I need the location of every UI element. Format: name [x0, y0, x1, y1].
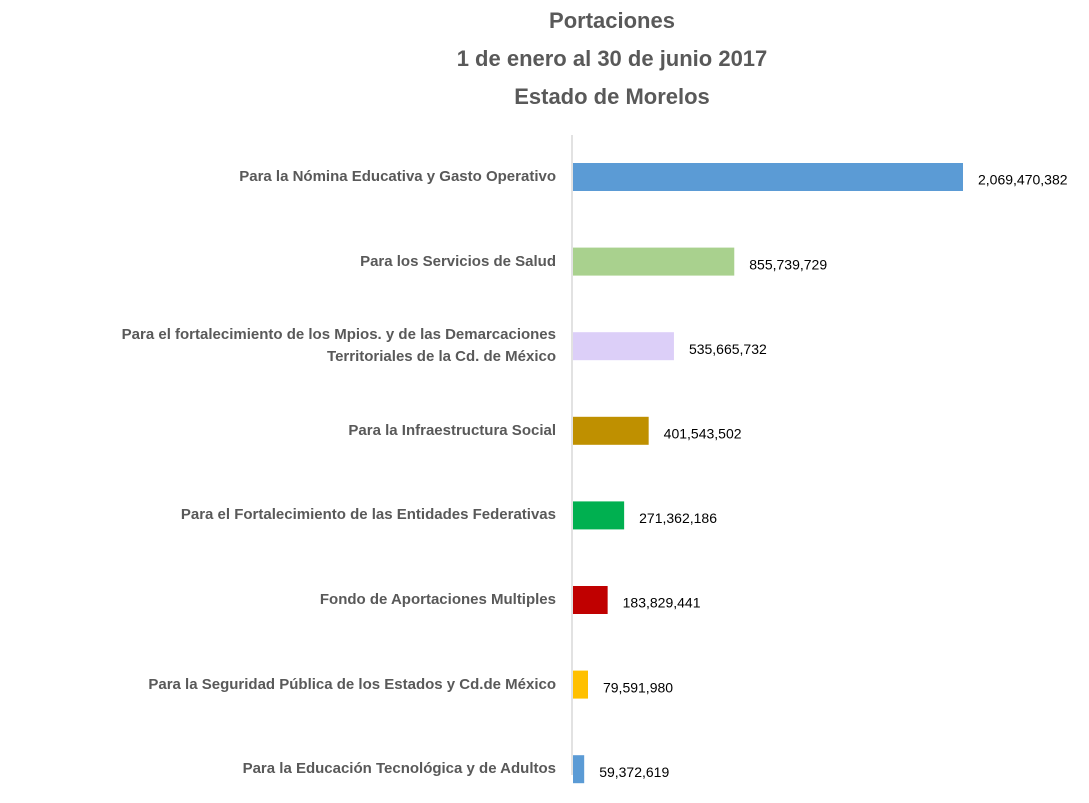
bar: [573, 670, 588, 699]
bar: [573, 755, 585, 784]
category-label: Para los Servicios de Salud: [360, 252, 556, 270]
value-label: 401,543,502: [664, 426, 742, 442]
value-label: 79,591,980: [603, 679, 673, 695]
category-label: Para la Infraestructura Social: [348, 421, 556, 439]
bar: [573, 163, 963, 191]
chart-title: 1 de enero al 30 de junio 2017: [457, 46, 768, 71]
bar: [573, 332, 674, 361]
bar: [573, 416, 649, 445]
category-label: Para la Educación Tecnológica y de Adult…: [242, 760, 556, 778]
bar: [573, 586, 608, 614]
value-label: 2,069,470,382: [978, 172, 1068, 188]
category-label: Para la Seguridad Pública de los Estados…: [148, 675, 556, 693]
value-label: 59,372,619: [599, 764, 669, 780]
value-label: 855,739,729: [749, 256, 827, 272]
chart-title: Estado de Morelos: [514, 84, 710, 109]
value-label: 271,362,186: [639, 510, 717, 526]
category-label: Para el fortalecimiento de los Mpios. y …: [121, 326, 556, 366]
bar: [573, 501, 625, 530]
bar: [573, 247, 735, 276]
value-label: 183,829,441: [623, 595, 701, 611]
category-label: Para la Nómina Educativa y Gasto Operati…: [239, 168, 556, 185]
value-label: 535,665,732: [689, 341, 767, 357]
category-label: Fondo de Aportaciones Multiples: [319, 591, 556, 608]
chart-title: Portaciones: [549, 8, 675, 33]
category-label: Para el Fortalecimiento de las Entidades…: [180, 506, 556, 524]
